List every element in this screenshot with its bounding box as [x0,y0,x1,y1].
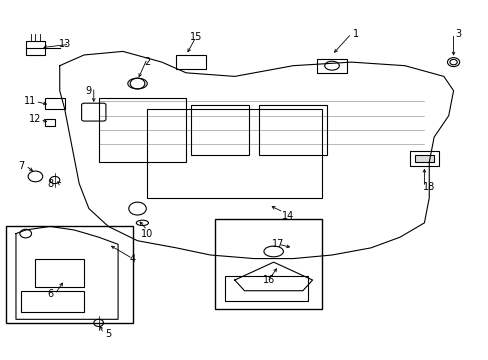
Text: 13: 13 [59,39,71,49]
Bar [147,109,322,198]
Text: 6: 6 [47,289,53,299]
Text: 3: 3 [454,28,461,39]
Text: 8: 8 [47,179,53,189]
Text: 11: 11 [24,96,37,107]
Bar [99,98,186,162]
Bar [26,41,45,55]
Text: 18: 18 [422,182,434,192]
Bar [414,155,433,162]
Text: 7: 7 [18,161,24,171]
Bar [215,219,322,309]
Bar [224,276,307,301]
Text: 16: 16 [262,275,274,285]
Bar [35,258,84,287]
Bar [191,105,249,155]
Bar [45,119,55,126]
Text: 4: 4 [129,253,136,264]
Text: 14: 14 [282,211,294,221]
Text: 10: 10 [141,229,153,239]
Bar [409,152,438,166]
Text: 1: 1 [352,28,359,39]
Text: 9: 9 [86,86,92,96]
Text: 2: 2 [144,57,150,67]
Bar [45,98,64,109]
Bar [317,59,346,73]
Bar [6,226,132,323]
Text: 15: 15 [189,32,202,42]
Text: 17: 17 [272,239,284,249]
Text: 5: 5 [105,329,111,339]
Text: 12: 12 [29,114,41,124]
Bar [176,55,205,69]
Bar [259,105,326,155]
Bar [21,291,84,312]
